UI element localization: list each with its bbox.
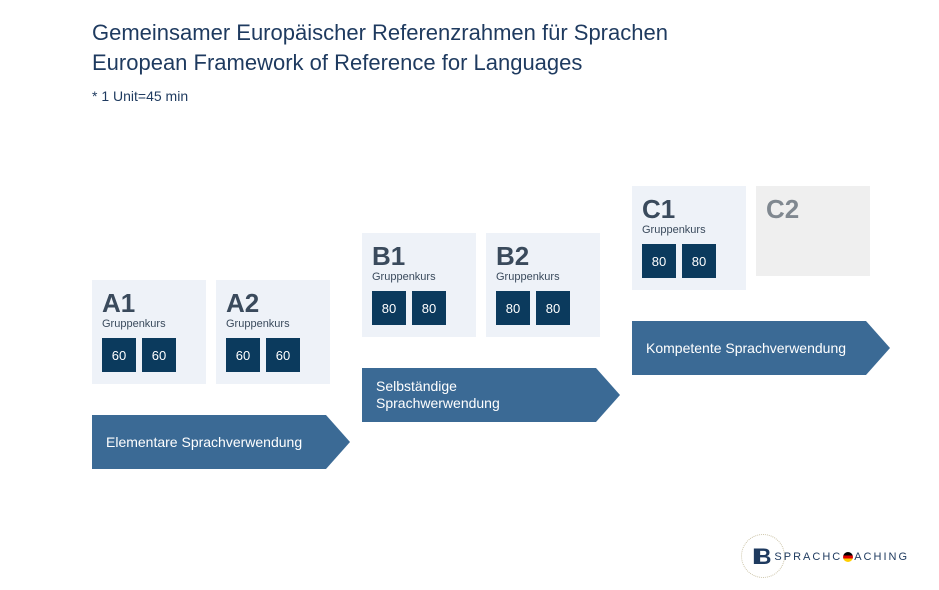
level-label: C2 [766,196,860,222]
logo-mark-text: IB [752,544,768,569]
unit-box: 80 [682,244,716,278]
unit-box: 80 [536,291,570,325]
level-label: C1 [642,196,736,222]
brand-logo: IB SPRACHCACHING [752,544,909,570]
unit-row: 6060 [102,338,196,372]
category-arrow-independent: Selbständige Sprachwerwendung [362,368,620,422]
arrow-label: Elementare Sprachverwendung [92,415,326,469]
arrow-head-icon [326,415,350,469]
unit-note: * 1 Unit=45 min [92,88,188,104]
logo-text: SPRACHCACHING [774,551,909,563]
unit-row: 6060 [226,338,320,372]
unit-box: 60 [266,338,300,372]
unit-box: 80 [642,244,676,278]
level-label: A1 [102,290,196,316]
level-card-b1: B1 Gruppenkurs 8080 [362,233,476,337]
unit-box: 60 [102,338,136,372]
unit-row: 8080 [372,291,466,325]
course-type-label: Gruppenkurs [102,318,196,330]
level-group-independent: B1Gruppenkurs8080B2Gruppenkurs8080 [362,233,610,337]
unit-box: 80 [412,291,446,325]
page-title: Gemeinsamer Europäischer Referenzrahmen … [92,18,668,77]
level-group-elementary: A1Gruppenkurs6060A2Gruppenkurs6060 [92,280,340,384]
level-card-b2: B2 Gruppenkurs 8080 [486,233,600,337]
title-en: European Framework of Reference for Lang… [92,48,668,78]
german-flag-icon [843,552,853,562]
level-label: A2 [226,290,320,316]
course-type-label: Gruppenkurs [642,224,736,236]
logo-mark: IB [752,544,768,570]
unit-box: 60 [226,338,260,372]
level-card-a1: A1 Gruppenkurs 6060 [92,280,206,384]
course-type-label: Gruppenkurs [372,271,466,283]
level-card-c2: C200 [756,186,870,276]
level-card-c1: C1 Gruppenkurs 8080 [632,186,746,290]
arrow-label: Kompetente Sprachverwendung [632,321,866,375]
level-label: B2 [496,243,590,269]
level-label: B1 [372,243,466,269]
course-type-label: Gruppenkurs [226,318,320,330]
course-type-label: Gruppenkurs [496,271,590,283]
arrow-head-icon [866,321,890,375]
arrow-label: Selbständige Sprachwerwendung [362,368,596,422]
level-card-a2: A2 Gruppenkurs 6060 [216,280,330,384]
unit-box: 80 [372,291,406,325]
unit-row: 8080 [496,291,590,325]
category-arrow-proficient: Kompetente Sprachverwendung [632,321,890,375]
unit-box: 80 [496,291,530,325]
unit-box: 60 [142,338,176,372]
arrow-head-icon [596,368,620,422]
category-arrow-elementary: Elementare Sprachverwendung [92,415,350,469]
level-group-proficient: C1 Gruppenkurs 8080 C200 [632,186,880,290]
unit-row: 8080 [642,244,736,278]
title-de: Gemeinsamer Europäischer Referenzrahmen … [92,18,668,48]
